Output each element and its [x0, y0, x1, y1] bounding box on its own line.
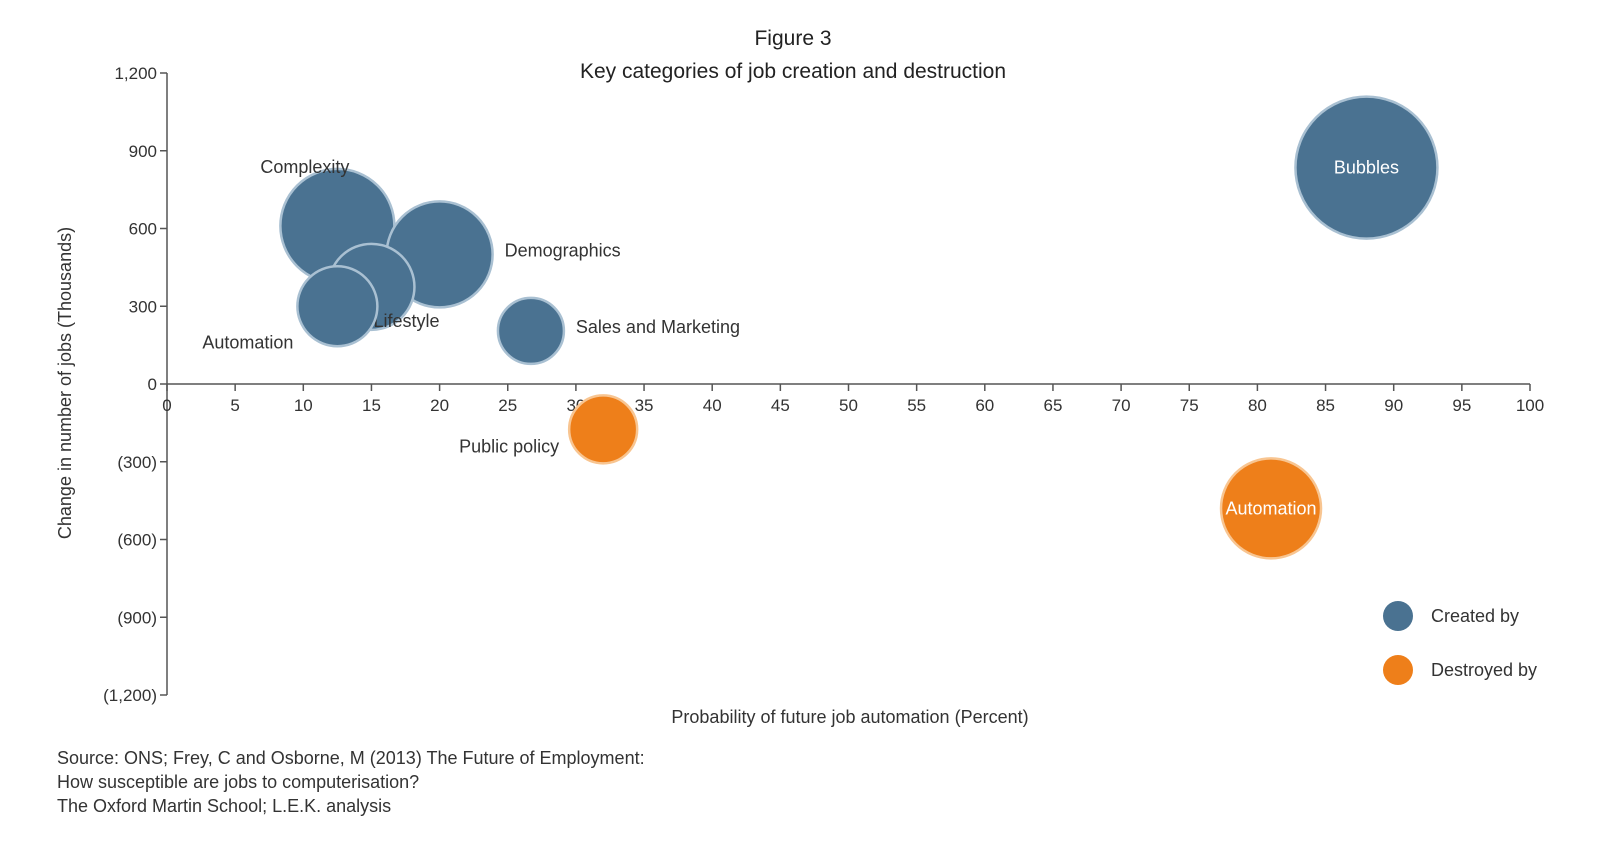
y-axis-label: Change in number of jobs (Thousands) — [55, 227, 75, 539]
bubble-label: Sales and Marketing — [576, 317, 740, 337]
chart-title: Key categories of job creation and destr… — [580, 60, 1006, 83]
bubble-label: Demographics — [505, 240, 621, 260]
bubble-label: Complexity — [260, 157, 349, 177]
y-tick-label: 300 — [129, 297, 157, 316]
x-axis-label: Probability of future job automation (Pe… — [671, 707, 1028, 727]
source-line: Source: ONS; Frey, C and Osborne, M (201… — [57, 748, 645, 768]
x-tick-label: 85 — [1316, 396, 1335, 415]
legend: Created by Destroyed by — [1383, 601, 1537, 685]
bubble-automation — [1219, 457, 1323, 560]
y-tick-label: (300) — [117, 453, 157, 472]
axes: 1,200 900 600 300 0 (300) (600) (900) (1,200) 0 5 1… — [103, 64, 1544, 705]
x-tick-label: 25 — [498, 396, 517, 415]
x-tick-label: 5 — [230, 396, 239, 415]
y-tick-label: (900) — [117, 608, 157, 627]
bubble-chart: Figure 3 Key categories of job creation … — [55, 27, 1544, 727]
x-tick-label: 75 — [1180, 396, 1199, 415]
series-destroyed-by: Public policy Automation — [459, 394, 1323, 560]
x-tick-label: 55 — [907, 396, 926, 415]
x-tick-label: 100 — [1516, 396, 1544, 415]
x-tick-label: 0 — [162, 396, 171, 415]
x-tick-label: 80 — [1248, 396, 1267, 415]
x-tick-label: 90 — [1384, 396, 1403, 415]
y-tick-label: 900 — [129, 142, 157, 161]
x-tick-label: 50 — [839, 396, 858, 415]
y-tick-label: (600) — [117, 531, 157, 550]
bubble-automation — [296, 265, 379, 348]
y-tick-label: 0 — [148, 375, 157, 394]
bubble-label: Automation — [202, 332, 293, 352]
x-tick-label: 20 — [430, 396, 449, 415]
bubble-label: Automation — [1225, 498, 1316, 518]
x-tick-label: 45 — [771, 396, 790, 415]
x-tick-label: 70 — [1112, 396, 1131, 415]
figure-label: Figure 3 — [754, 27, 831, 50]
legend-swatch — [1383, 601, 1413, 631]
bubbles: Complexity Demographics Lifestyle Automatio… — [202, 95, 1439, 560]
x-tick-label: 10 — [294, 396, 313, 415]
series-created-by: Complexity Demographics Lifestyle Automatio… — [202, 95, 1439, 366]
x-tick-label: 35 — [635, 396, 654, 415]
x-tick-label: 15 — [362, 396, 381, 415]
bubble-label: Lifestyle — [373, 311, 439, 331]
bubble-bubbles — [1294, 95, 1439, 240]
y-tick-label: 600 — [129, 220, 157, 239]
source-line: The Oxford Martin School; L.E.K. analysi… — [57, 796, 392, 816]
legend-swatch — [1383, 655, 1413, 685]
source-note: Source: ONS; Frey, C and Osborne, M (201… — [57, 746, 645, 818]
bubble-sales-and-marketing — [496, 296, 566, 366]
bubble-label: Public policy — [459, 436, 559, 456]
x-tick-label: 60 — [975, 396, 994, 415]
legend-label: Created by — [1431, 606, 1519, 626]
y-tick-label: (1,200) — [103, 686, 157, 705]
bubble-public-policy — [567, 394, 639, 465]
x-tick-label: 95 — [1452, 396, 1471, 415]
bubble-label: Bubbles — [1334, 158, 1399, 178]
x-tick-label: 65 — [1043, 396, 1062, 415]
y-tick-label: 1,200 — [114, 64, 157, 83]
legend-label: Destroyed by — [1431, 660, 1537, 680]
source-line: How susceptible are jobs to computerisat… — [57, 772, 420, 792]
x-tick-label: 40 — [703, 396, 722, 415]
